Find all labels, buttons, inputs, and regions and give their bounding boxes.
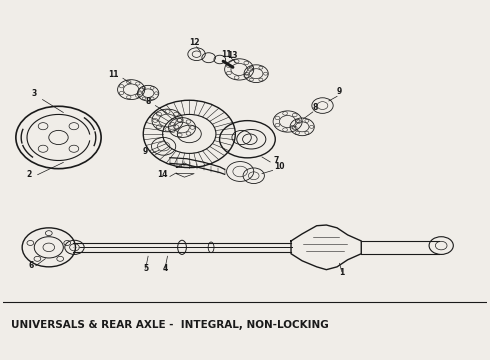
Text: 2: 2 — [27, 170, 32, 179]
Text: 12: 12 — [189, 37, 199, 46]
Text: 1: 1 — [339, 267, 344, 276]
Text: 11: 11 — [221, 50, 232, 59]
Text: 6: 6 — [28, 261, 33, 270]
Text: UNIVERSALS & REAR AXLE -  INTEGRAL, NON-LOCKING: UNIVERSALS & REAR AXLE - INTEGRAL, NON-L… — [11, 320, 329, 330]
Text: 9: 9 — [143, 148, 148, 157]
Text: 4: 4 — [163, 264, 168, 273]
Text: 9: 9 — [337, 87, 342, 96]
Text: 11: 11 — [108, 70, 119, 79]
Text: 8: 8 — [313, 103, 318, 112]
Text: 10: 10 — [274, 162, 285, 171]
Text: 3: 3 — [32, 89, 37, 98]
Text: 13: 13 — [228, 51, 238, 60]
Text: 14: 14 — [157, 170, 168, 179]
Text: 7: 7 — [274, 156, 279, 165]
Text: 8: 8 — [146, 97, 151, 106]
Text: 5: 5 — [143, 264, 148, 273]
